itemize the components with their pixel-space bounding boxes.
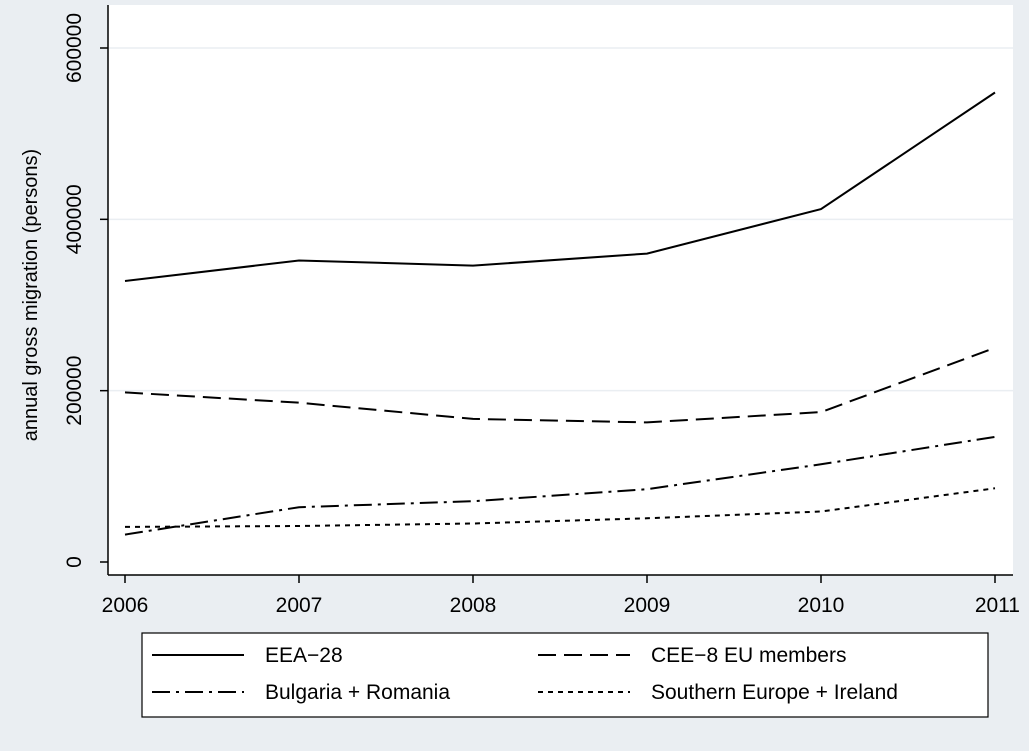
y-ticks: 0 200000 400000 600000 bbox=[63, 13, 108, 568]
x-tick-label: 2010 bbox=[798, 594, 845, 617]
series-lines bbox=[124, 91, 996, 536]
legend: EEA−28 CEE−8 EU members Bulgaria + Romania… bbox=[141, 632, 989, 718]
plot-area bbox=[108, 5, 1013, 575]
legend-label: Bulgaria + Romania bbox=[265, 681, 450, 704]
x-ticks: 2006 2007 2008 2009 2010 2011 bbox=[102, 575, 1020, 617]
legend-label: Southern Europe + Ireland bbox=[651, 681, 898, 704]
y-tick-label: 200000 bbox=[63, 356, 86, 426]
legend-label: EEA−28 bbox=[265, 644, 343, 667]
axes bbox=[107, 5, 1013, 576]
x-tick-label: 2006 bbox=[102, 594, 149, 617]
gridlines bbox=[108, 47, 1013, 392]
y-tick-label: 0 bbox=[63, 556, 86, 568]
x-tick-label: 2009 bbox=[624, 594, 671, 617]
legend-label: CEE−8 EU members bbox=[651, 644, 846, 667]
series-line bbox=[124, 346, 996, 424]
x-tick-label: 2008 bbox=[450, 594, 497, 617]
y-axis-title: annual gross migration (persons) bbox=[20, 149, 42, 441]
y-tick-label: 600000 bbox=[63, 13, 86, 83]
y-tick-label: 400000 bbox=[63, 184, 86, 254]
x-tick-label: 2011 bbox=[975, 594, 1020, 617]
x-tick-label: 2007 bbox=[276, 594, 323, 617]
legend-box bbox=[141, 632, 989, 718]
series-line bbox=[124, 91, 996, 282]
series-line bbox=[124, 435, 996, 536]
